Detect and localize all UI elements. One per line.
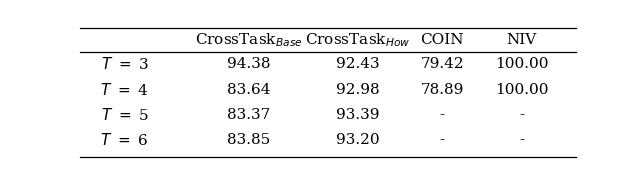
Text: 100.00: 100.00	[495, 83, 548, 97]
Text: 92.98: 92.98	[336, 83, 380, 97]
Text: $T$ $=$ 6: $T$ $=$ 6	[100, 132, 149, 148]
Text: -: -	[440, 108, 445, 122]
Text: NIV: NIV	[506, 33, 536, 47]
Text: 94.38: 94.38	[227, 57, 270, 71]
Text: 83.37: 83.37	[227, 108, 270, 122]
Text: 83.64: 83.64	[227, 83, 270, 97]
Text: 78.89: 78.89	[420, 83, 464, 97]
Text: CrossTask$_{\mathit{Base}}$: CrossTask$_{\mathit{Base}}$	[195, 31, 303, 49]
Text: -: -	[440, 133, 445, 147]
Text: 93.20: 93.20	[336, 133, 380, 147]
Text: COIN: COIN	[420, 33, 464, 47]
Text: $T$ $=$ 3: $T$ $=$ 3	[100, 56, 148, 72]
Text: -: -	[519, 108, 524, 122]
Text: 93.39: 93.39	[336, 108, 380, 122]
Text: $T$ $=$ 4: $T$ $=$ 4	[100, 82, 149, 98]
Text: -: -	[519, 133, 524, 147]
Text: CrossTask$_{\mathit{How}}$: CrossTask$_{\mathit{How}}$	[305, 31, 410, 49]
Text: $T$ $=$ 5: $T$ $=$ 5	[100, 107, 148, 123]
Text: 79.42: 79.42	[420, 57, 464, 71]
Text: 100.00: 100.00	[495, 57, 548, 71]
Text: 83.85: 83.85	[227, 133, 270, 147]
Text: 92.43: 92.43	[336, 57, 380, 71]
